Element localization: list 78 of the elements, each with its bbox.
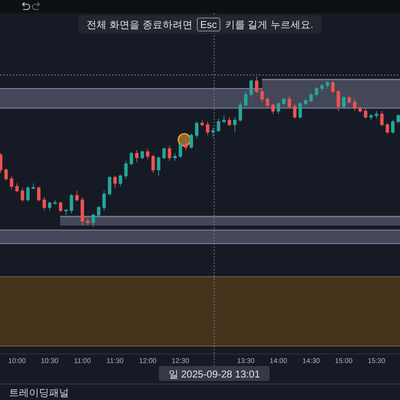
candlestick: [216, 118, 220, 133]
candlestick: [238, 102, 242, 122]
text: Esc: [200, 20, 217, 31]
candlestick: [222, 115, 226, 124]
candlestick: [304, 98, 308, 106]
candlestick: [326, 80, 330, 89]
candlestick: [80, 196, 84, 226]
candlestick: [288, 96, 292, 108]
candlestick: [211, 127, 215, 138]
candlestick: [266, 97, 270, 108]
candlestick: [130, 151, 134, 166]
candlestick: [228, 116, 232, 127]
candlestick: [124, 160, 128, 180]
candlestick: [200, 120, 204, 127]
candlestick: [86, 218, 90, 226]
candlestick: [298, 102, 302, 120]
candlestick: [364, 108, 368, 120]
candlestick: [206, 121, 210, 136]
candlestick: [108, 176, 112, 196]
candlestick: [70, 194, 74, 214]
candlestick: [276, 102, 280, 114]
candlestick: [173, 152, 177, 162]
candlestick: [48, 201, 52, 211]
candlestick: [358, 106, 362, 113]
candlestick: [118, 174, 122, 187]
candlestick: [64, 208, 68, 216]
candlestick: [309, 92, 313, 102]
candlestick: [4, 168, 8, 181]
candlestick: [331, 80, 335, 94]
candlestick: [282, 97, 286, 106]
candlestick: [353, 98, 356, 112]
text: 키를 길게 누르세요.: [224, 20, 314, 31]
candlestick: [336, 90, 340, 112]
candlestick: [271, 103, 275, 114]
candlestick: [293, 103, 296, 120]
candlestick: [102, 190, 106, 211]
candlestick: [260, 88, 264, 102]
candlestick: [15, 183, 19, 193]
candlestick: [92, 213, 95, 228]
candlestick: [342, 96, 346, 108]
candlestick: [42, 196, 46, 211]
candlestick: [386, 122, 390, 134]
candlestick: [391, 120, 395, 134]
candlestick: [249, 79, 253, 96]
candlestick: [96, 206, 100, 218]
candlestick: [113, 176, 117, 188]
ref-line-label: 일 2025-09-28 13:01: [168, 370, 260, 380]
candlestick: [37, 186, 40, 202]
candlestick: [244, 91, 248, 107]
candlestick: [10, 176, 14, 190]
candlestick: [369, 114, 373, 121]
candlestick: [162, 146, 166, 160]
candlestick: [26, 186, 30, 202]
candlestick: [396, 114, 400, 124]
candlestick: [156, 156, 160, 176]
candlestick: [58, 201, 62, 212]
candlestick: [190, 133, 194, 150]
candlestick: [195, 121, 198, 139]
candlestick: [178, 142, 182, 158]
candlestick: [348, 96, 351, 104]
candlestick: [146, 148, 150, 160]
candlestick: [140, 150, 144, 160]
candlestick: [135, 150, 139, 163]
candlestick: [374, 110, 378, 120]
text: 전체 화면을 종료하려면: [86, 20, 192, 31]
candlestick: [184, 136, 188, 151]
candlestick: [20, 188, 24, 202]
candlestick: [380, 110, 384, 127]
candlestick: [320, 84, 324, 92]
candlestick: [151, 154, 155, 174]
candlestick: [53, 200, 57, 205]
candlestick: [32, 183, 36, 190]
candlestick: [314, 86, 318, 96]
text: 트레이딩패널: [9, 388, 69, 399]
candlestick: [75, 190, 79, 202]
candlestick: [233, 116, 237, 133]
candlestick: [168, 145, 172, 162]
candlestick: [254, 76, 258, 94]
